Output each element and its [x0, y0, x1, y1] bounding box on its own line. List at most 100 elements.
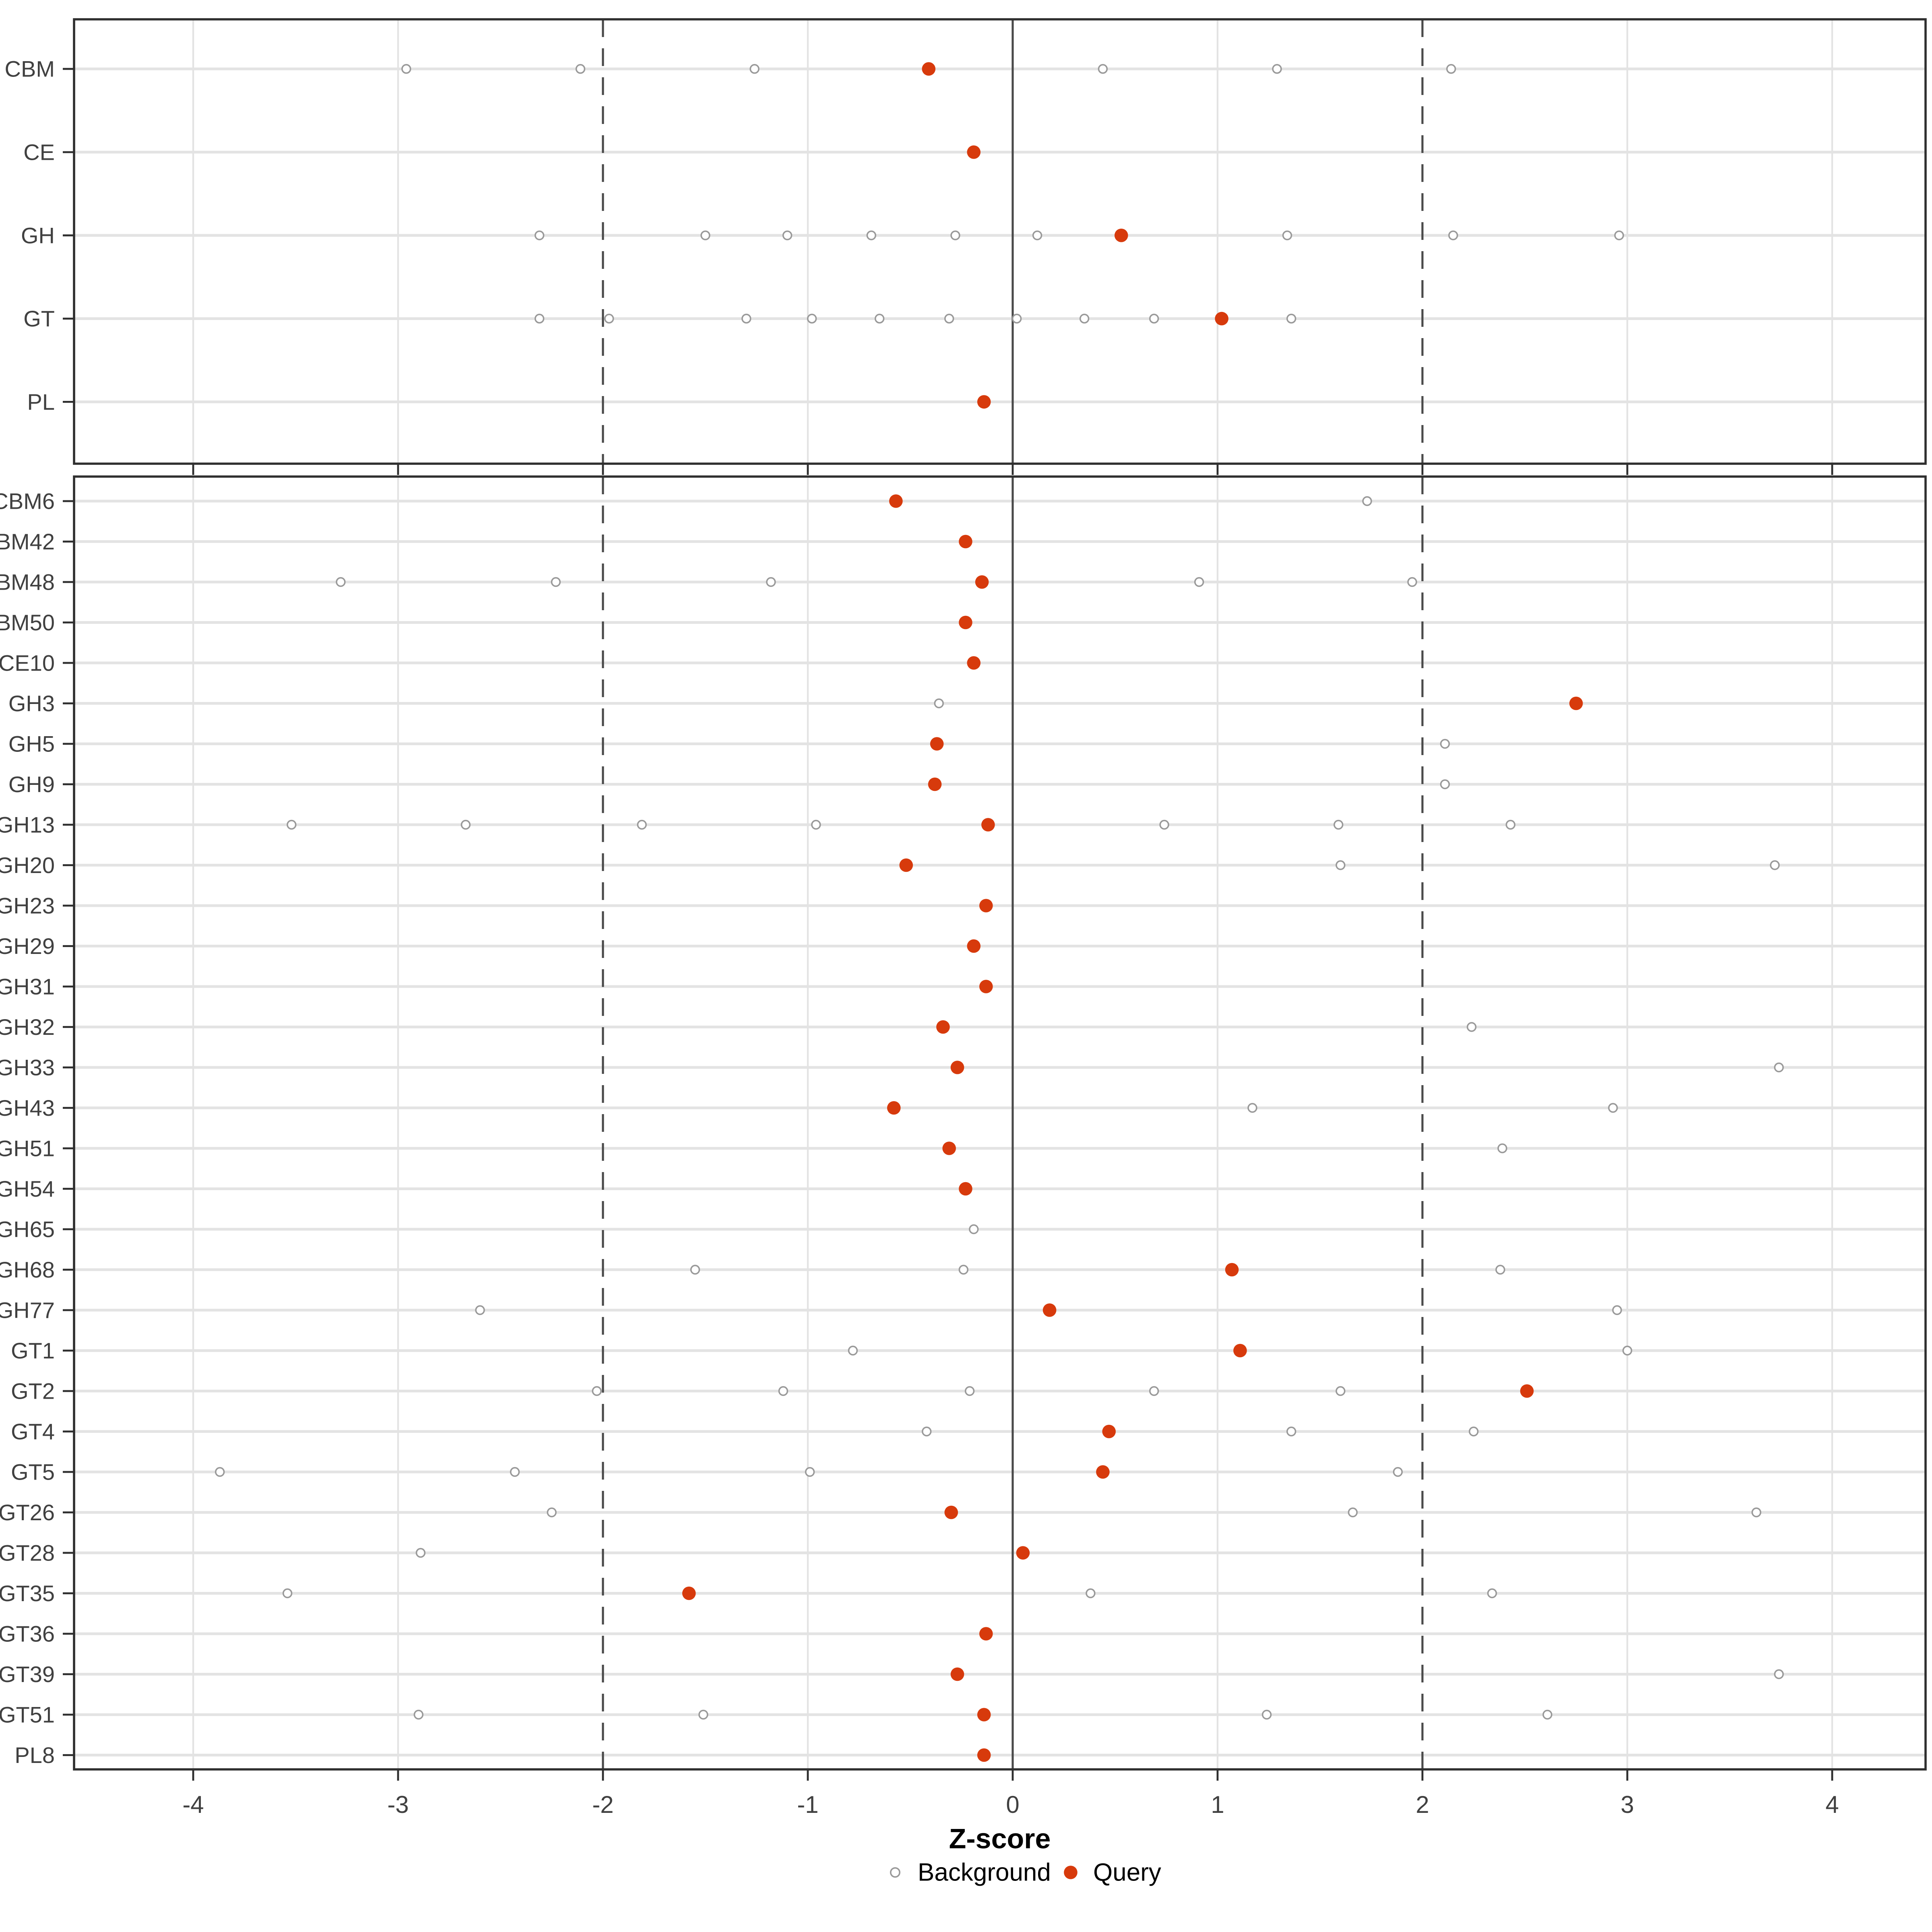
- background-point: [1286, 1426, 1296, 1437]
- y-axis-label: GH5: [8, 731, 55, 757]
- background-point: [741, 314, 751, 324]
- query-point: [928, 777, 942, 791]
- query-point: [950, 1667, 964, 1681]
- background-point: [1440, 739, 1450, 749]
- x-tick-label: 2: [1416, 1791, 1429, 1818]
- background-point: [1247, 1103, 1257, 1113]
- query-point: [899, 858, 913, 872]
- background-point: [1497, 1143, 1507, 1154]
- background-point: [1487, 1588, 1497, 1598]
- y-axis-label: GT51: [0, 1702, 55, 1728]
- legend-background-marker-icon: [890, 1867, 901, 1878]
- query-point: [942, 1141, 956, 1155]
- background-point: [964, 1386, 975, 1396]
- query-point: [1520, 1384, 1534, 1398]
- y-axis-label: GH65: [0, 1217, 55, 1242]
- query-point: [959, 615, 972, 630]
- background-point: [807, 314, 817, 324]
- background-point: [1448, 230, 1458, 240]
- background-point: [1440, 779, 1450, 789]
- y-axis-label: CBM50: [0, 610, 55, 635]
- background-point: [1098, 64, 1108, 74]
- panel-subfamilies: [73, 475, 1927, 1771]
- y-axis-label: CE10: [0, 650, 55, 676]
- background-point: [1495, 1265, 1505, 1275]
- background-point: [401, 64, 411, 74]
- query-point: [981, 818, 995, 832]
- query-point: [922, 62, 936, 76]
- query-point: [977, 395, 991, 409]
- background-point: [1469, 1426, 1479, 1437]
- x-tick-label: -1: [797, 1791, 818, 1818]
- legend-query-marker-icon: [1064, 1866, 1077, 1879]
- background-point: [637, 819, 647, 830]
- x-tick-label: 3: [1620, 1791, 1634, 1818]
- y-axis-label: CBM6: [0, 489, 55, 514]
- background-point: [969, 1224, 979, 1234]
- y-axis-label: GH33: [0, 1055, 55, 1080]
- query-point: [682, 1586, 696, 1600]
- background-point: [1348, 1507, 1358, 1517]
- background-point: [1272, 64, 1282, 74]
- y-axis-label: GH43: [0, 1095, 55, 1121]
- background-point: [1149, 1386, 1159, 1396]
- query-point: [936, 1020, 950, 1034]
- query-point: [967, 939, 981, 953]
- y-axis-label: CBM48: [0, 570, 55, 595]
- background-point: [749, 64, 760, 74]
- panel-families: [73, 18, 1927, 465]
- legend-background-label: Background: [918, 1859, 1051, 1887]
- background-point: [1286, 314, 1296, 324]
- query-point: [1114, 229, 1128, 242]
- query-point: [930, 737, 944, 751]
- query-point: [967, 656, 981, 670]
- background-point: [1393, 1467, 1403, 1477]
- y-axis-label: CBM: [5, 56, 55, 82]
- y-axis-label: GH20: [0, 852, 55, 878]
- background-point: [336, 577, 346, 587]
- background-point: [1542, 1709, 1552, 1720]
- background-point: [958, 1265, 969, 1275]
- background-point: [1335, 860, 1346, 870]
- y-axis-label: GT1: [11, 1338, 55, 1363]
- x-tick-label: -4: [182, 1791, 204, 1818]
- background-point: [287, 819, 297, 830]
- query-point: [975, 575, 989, 589]
- background-point: [698, 1709, 708, 1720]
- background-point: [690, 1265, 700, 1275]
- query-point: [1569, 696, 1583, 710]
- query-point: [1042, 1303, 1057, 1317]
- axis-layer: CBM CE GH GT PL CBM6 CBM42 CBM48 CBM50 CE10 GH3 GH5…: [0, 56, 1839, 1818]
- x-tick-label: -2: [592, 1791, 613, 1818]
- y-axis-label: GT35: [0, 1581, 55, 1606]
- background-point: [1011, 314, 1022, 324]
- background-point: [1614, 230, 1624, 240]
- background-point: [1622, 1346, 1633, 1356]
- background-point: [575, 64, 586, 74]
- background-point: [1774, 1669, 1784, 1679]
- y-axis-label: PL8: [14, 1742, 55, 1768]
- background-point: [415, 1548, 426, 1558]
- background-point: [805, 1467, 815, 1477]
- query-point: [979, 899, 993, 912]
- x-axis-title: Z-score: [949, 1823, 1051, 1854]
- y-axis-label: GT36: [0, 1621, 55, 1647]
- background-point: [1466, 1022, 1477, 1032]
- background-point: [811, 819, 821, 830]
- background-point: [1086, 1588, 1096, 1598]
- background-point: [922, 1426, 932, 1437]
- background-point: [1282, 230, 1292, 240]
- background-point: [778, 1386, 788, 1396]
- y-axis-label: GH23: [0, 893, 55, 919]
- background-point: [1505, 819, 1516, 830]
- background-point: [700, 230, 710, 240]
- background-point: [1407, 577, 1417, 587]
- y-axis-label: GT26: [0, 1500, 55, 1525]
- background-point: [1751, 1507, 1761, 1517]
- y-axis-label: GH13: [0, 812, 55, 838]
- y-axis-label: GT28: [0, 1540, 55, 1566]
- background-point: [592, 1386, 602, 1396]
- y-axis-label: GT5: [11, 1459, 55, 1485]
- background-point: [551, 577, 561, 587]
